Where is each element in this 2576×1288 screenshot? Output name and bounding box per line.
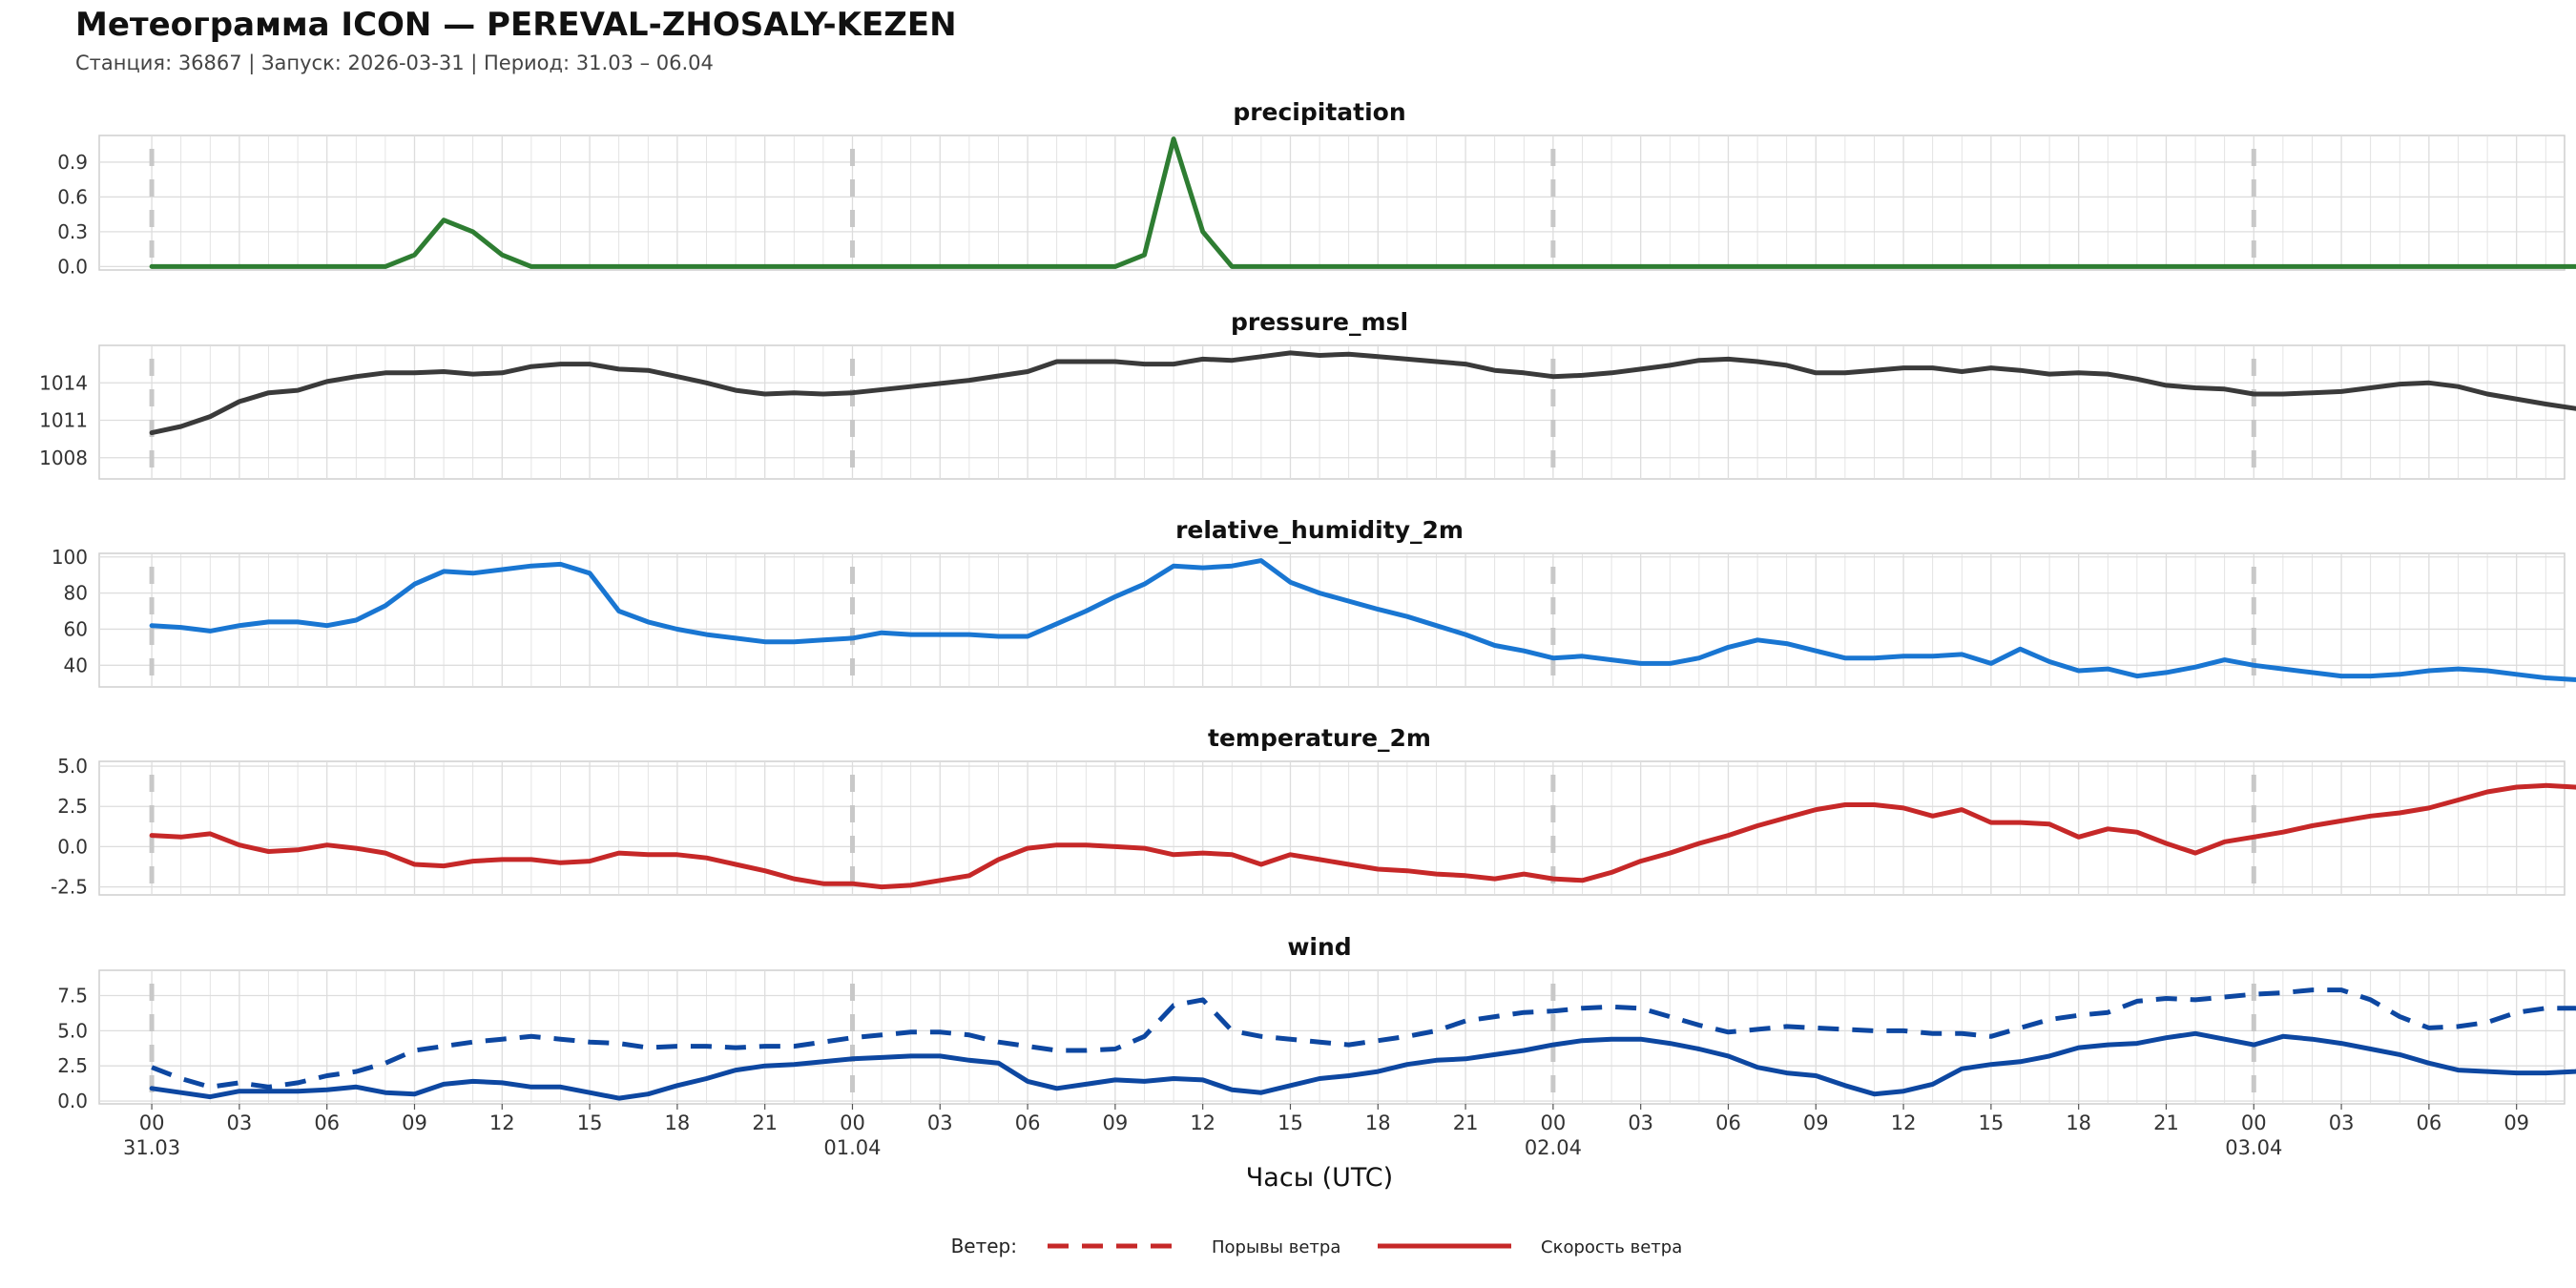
x-tick-label: 00 xyxy=(139,1111,165,1134)
x-tick-label: 09 xyxy=(1803,1111,1829,1134)
x-day-label: 31.03 xyxy=(123,1136,180,1159)
y-tick-label: 2.5 xyxy=(57,795,88,818)
x-tick-label: 09 xyxy=(1103,1111,1129,1134)
x-tick-label: 12 xyxy=(489,1111,515,1134)
panel-frame xyxy=(98,135,2566,271)
series-line-temperature_2m xyxy=(149,782,2576,890)
x-tick-label: 21 xyxy=(1453,1111,1479,1134)
y-tick-label: 1008 xyxy=(39,447,88,469)
x-tick-label: 15 xyxy=(1979,1111,2005,1134)
x-tick-label: 06 xyxy=(314,1111,340,1134)
y-tick-label: 0.0 xyxy=(57,835,88,858)
x-tick-label: 09 xyxy=(2503,1111,2529,1134)
y-tick-label: 1014 xyxy=(39,371,88,394)
x-tick-label: 03 xyxy=(1628,1111,1653,1134)
legend-gust-label: Порывы ветра xyxy=(1212,1237,1340,1257)
y-tick-label: 40 xyxy=(64,654,88,676)
x-tick-label: 15 xyxy=(1278,1111,1303,1134)
y-tick-label: 0.0 xyxy=(57,1090,88,1112)
x-tick-label: 12 xyxy=(1190,1111,1215,1134)
y-tick-label: 0.6 xyxy=(57,185,88,208)
series-line-relative_humidity_2m xyxy=(149,558,2576,682)
x-tick-label: 09 xyxy=(402,1111,427,1134)
y-tick-label: 7.5 xyxy=(57,985,88,1008)
x-tick-label: 21 xyxy=(2153,1111,2179,1134)
x-tick-label: 15 xyxy=(577,1111,603,1134)
x-tick-label: 18 xyxy=(2066,1111,2091,1134)
page-subtitle: Станция: 36867 | Запуск: 2026-03-31 | Пе… xyxy=(75,52,714,74)
page-title: Метеограмма ICON — PEREVAL-ZHOSALY-KEZEN xyxy=(75,6,957,44)
x-tick-label: 21 xyxy=(752,1111,778,1134)
x-day-label: 02.04 xyxy=(1525,1136,1582,1159)
panel-frame xyxy=(98,760,2566,896)
x-tick-label: 18 xyxy=(1365,1111,1391,1134)
y-tick-label: 80 xyxy=(64,582,88,605)
y-tick-label: -2.5 xyxy=(51,876,88,899)
x-tick-label: 00 xyxy=(1541,1111,1567,1134)
series-line-precipitation xyxy=(149,136,2576,269)
panel-title: wind xyxy=(1287,933,1351,961)
y-tick-label: 0.3 xyxy=(57,220,88,243)
x-day-label: 03.04 xyxy=(2225,1136,2282,1159)
x-tick-label: 00 xyxy=(840,1111,865,1134)
x-tick-label: 18 xyxy=(665,1111,691,1134)
panel-frame xyxy=(98,344,2566,480)
x-tick-label: 06 xyxy=(1015,1111,1041,1134)
x-tick-label: 06 xyxy=(1715,1111,1741,1134)
x-tick-label: 06 xyxy=(2417,1111,2442,1134)
y-tick-label: 5.0 xyxy=(57,1019,88,1042)
y-tick-label: 0.0 xyxy=(57,255,88,278)
panel-title: pressure_msl xyxy=(1231,308,1408,336)
x-day-label: 01.04 xyxy=(823,1136,881,1159)
series-line-pressure_msl xyxy=(149,350,2576,436)
y-tick-label: 60 xyxy=(64,617,88,640)
y-tick-label: 0.9 xyxy=(57,151,88,174)
panel-title: temperature_2m xyxy=(1208,724,1431,752)
y-tick-label: 5.0 xyxy=(57,755,88,778)
x-tick-label: 03 xyxy=(227,1111,253,1134)
legend-speed-label: Скорость ветра xyxy=(1541,1237,1682,1257)
series-line-Порывы-ветра xyxy=(151,987,2576,1090)
y-tick-label: 2.5 xyxy=(57,1054,88,1077)
y-tick-label: 100 xyxy=(52,546,88,569)
panel-title: relative_humidity_2m xyxy=(1175,516,1464,544)
x-tick-label: 12 xyxy=(1891,1111,1917,1134)
y-tick-label: 1011 xyxy=(39,409,88,432)
x-tick-label: 03 xyxy=(927,1111,953,1134)
panel-title: precipitation xyxy=(1233,98,1405,126)
x-tick-label: 03 xyxy=(2329,1111,2355,1134)
x-axis-label: Часы (UTC) xyxy=(1246,1163,1393,1193)
series-line-Скорость-ветра xyxy=(149,1030,2576,1101)
legend-title: Ветер: xyxy=(951,1235,1017,1257)
x-tick-label: 00 xyxy=(2241,1111,2267,1134)
